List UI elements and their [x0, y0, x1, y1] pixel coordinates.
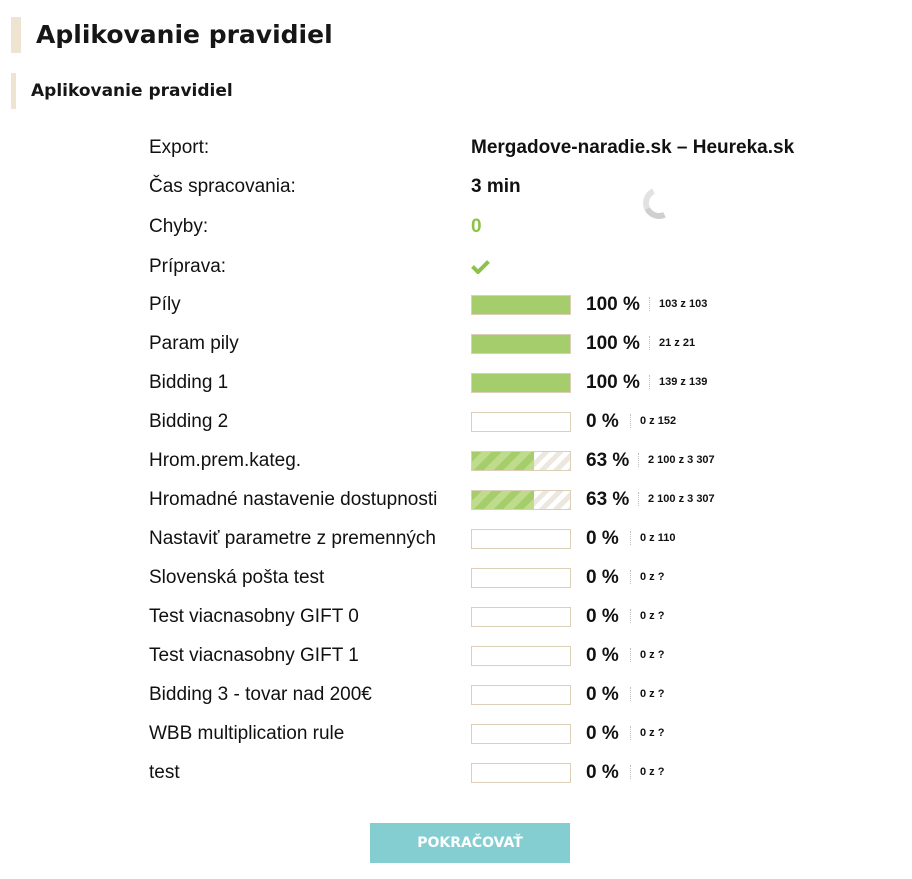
- rule-name: WBB multiplication rule: [149, 723, 345, 744]
- page-header: Aplikovanie pravidiel: [11, 17, 333, 53]
- rule-name: Nastaviť parametre z premenných: [149, 528, 436, 549]
- rule-name: Test viacnasobny GIFT 1: [149, 645, 359, 666]
- errors-value: 0: [471, 216, 482, 237]
- rule-name: Hromadné nastavenie dostupnosti: [149, 489, 438, 510]
- rule-name: Param pily: [149, 333, 239, 354]
- separator: [630, 609, 631, 623]
- time-value: 3 min: [471, 176, 521, 197]
- separator: [630, 570, 631, 584]
- progress-count: 0 z ?: [640, 688, 665, 700]
- rule-name: Píly: [149, 294, 181, 315]
- progress-count: 0 z ?: [640, 649, 665, 661]
- rule-name: Bidding 2: [149, 411, 229, 432]
- progress-bar: [471, 763, 571, 783]
- separator: [649, 375, 650, 389]
- progress-percent: 63 %: [586, 489, 630, 510]
- progress-bar: [471, 295, 571, 315]
- progress-percent: 0 %: [586, 684, 619, 705]
- errors-label: Chyby:: [149, 216, 209, 237]
- rule-name: test: [149, 762, 180, 783]
- separator: [649, 297, 650, 311]
- checkmark-icon: [471, 259, 490, 278]
- rule-name: Hrom.prem.kateg.: [149, 450, 302, 471]
- progress-bar: [471, 646, 571, 666]
- section-header: Aplikovanie pravidiel: [11, 73, 233, 109]
- progress-bar-fill: [472, 452, 534, 470]
- progress-count: 0 z 152: [640, 415, 677, 427]
- progress-count: 2 100 z 3 307: [648, 454, 715, 466]
- loading-spinner-icon: [638, 182, 680, 224]
- separator: [630, 531, 631, 545]
- progress-percent: 100 %: [586, 372, 640, 393]
- progress-bar: [471, 490, 571, 510]
- progress-count: 21 z 21: [659, 337, 696, 349]
- progress-bar: [471, 568, 571, 588]
- page-title: Aplikovanie pravidiel: [36, 20, 333, 49]
- separator: [630, 726, 631, 740]
- separator: [630, 648, 631, 662]
- separator: [638, 453, 639, 467]
- progress-count: 0 z 110: [640, 532, 676, 544]
- rule-name: Slovenská pošta test: [149, 567, 325, 588]
- progress-bar-fill: [472, 296, 570, 314]
- progress-count: 103 z 103: [659, 298, 708, 310]
- export-label: Export:: [149, 137, 210, 158]
- time-label: Čas spracovania:: [149, 176, 296, 197]
- progress-bar: [471, 412, 571, 432]
- export-value: Mergadove-naradie.sk – Heureka.sk: [471, 137, 795, 158]
- progress-count: 0 z ?: [640, 766, 665, 778]
- section-title: Aplikovanie pravidiel: [31, 81, 233, 101]
- progress-bar-fill: [472, 491, 534, 509]
- progress-bar-fill: [472, 374, 570, 392]
- progress-percent: 0 %: [586, 411, 619, 432]
- progress-percent: 0 %: [586, 645, 619, 666]
- progress-percent: 0 %: [586, 762, 619, 783]
- progress-percent: 63 %: [586, 450, 630, 471]
- separator: [630, 687, 631, 701]
- progress-count: 0 z ?: [640, 610, 665, 622]
- progress-percent: 100 %: [586, 294, 640, 315]
- progress-bar: [471, 685, 571, 705]
- rule-name: Bidding 3 - tovar nad 200€: [149, 684, 372, 705]
- rule-name: Bidding 1: [149, 372, 229, 393]
- progress-bar: [471, 607, 571, 627]
- progress-count: 139 z 139: [659, 376, 708, 388]
- progress-percent: 100 %: [586, 333, 640, 354]
- progress-percent: 0 %: [586, 606, 619, 627]
- progress-percent: 0 %: [586, 528, 619, 549]
- separator: [630, 414, 631, 428]
- progress-count: 0 z ?: [640, 571, 665, 583]
- progress-bar: [471, 724, 571, 744]
- separator: [649, 336, 650, 350]
- progress-percent: 0 %: [586, 567, 619, 588]
- progress-bar-fill: [472, 335, 570, 353]
- progress-count: 0 z ?: [640, 727, 665, 739]
- progress-bar: [471, 373, 571, 393]
- progress-bar: [471, 451, 571, 471]
- continue-button[interactable]: POKRAČOVAŤ: [370, 823, 570, 863]
- progress-bar: [471, 334, 571, 354]
- progress-count: 2 100 z 3 307: [648, 493, 715, 505]
- separator: [638, 492, 639, 506]
- progress-bar: [471, 529, 571, 549]
- prep-label: Príprava:: [149, 256, 227, 277]
- rule-name: Test viacnasobny GIFT 0: [149, 606, 359, 627]
- separator: [630, 765, 631, 779]
- progress-percent: 0 %: [586, 723, 619, 744]
